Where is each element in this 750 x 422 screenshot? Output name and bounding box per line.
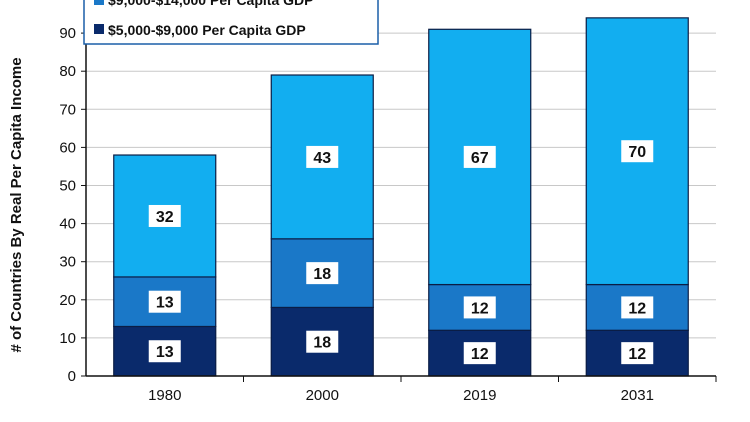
bars: 13 13 32 18 18 43 12 12 67 12 12 70 xyxy=(113,17,689,377)
x-tick-label: 2031 xyxy=(621,387,654,404)
y-tick-label: 30 xyxy=(59,254,76,271)
data-label: 67 xyxy=(471,150,489,167)
data-label-box xyxy=(306,330,339,353)
data-label: 18 xyxy=(313,266,331,283)
data-label: 12 xyxy=(471,346,489,363)
y-tick-label: 10 xyxy=(59,330,76,347)
data-label-box xyxy=(148,290,181,313)
x-tick-label: 2000 xyxy=(306,387,339,404)
legend: $9,000-$14,000 Per Capita GDP $5,000-$9,… xyxy=(83,0,379,45)
data-label: 12 xyxy=(628,346,646,363)
data-label-box xyxy=(306,262,339,285)
y-tick-label: 50 xyxy=(59,178,76,195)
y-tick-label: 60 xyxy=(59,139,76,156)
y-tick-label: 0 xyxy=(68,368,76,385)
data-label: 13 xyxy=(156,344,174,361)
data-label: 18 xyxy=(313,335,331,352)
legend-box xyxy=(83,0,379,45)
data-label-box xyxy=(621,140,654,163)
x-tick-label: 1980 xyxy=(148,387,181,404)
data-label-box xyxy=(621,296,654,319)
y-tick-label: 80 xyxy=(59,63,76,80)
y-tick-label: 100 xyxy=(51,0,76,4)
data-label: 32 xyxy=(156,209,174,226)
data-label: 43 xyxy=(313,150,331,167)
legend-swatch-5000-9000 xyxy=(94,24,104,34)
data-label: 12 xyxy=(628,300,646,317)
legend-label-5000-9000: $5,000-$9,000 Per Capita GDP xyxy=(108,22,306,38)
x-tick-labels: 1980 2000 2019 2031 xyxy=(148,387,654,404)
legend-label-9000-14000: $9,000-$14,000 Per Capita GDP xyxy=(108,0,313,8)
y-tick-label: 90 xyxy=(59,25,76,42)
data-label: 70 xyxy=(628,144,646,161)
data-label-box xyxy=(148,204,181,227)
data-label: 13 xyxy=(156,295,174,312)
data-label-box xyxy=(463,145,496,168)
legend-swatch-9000-14000 xyxy=(94,0,104,5)
bar-segment xyxy=(270,74,374,240)
data-label-box xyxy=(621,342,654,365)
x-tick-label: 2019 xyxy=(463,387,496,404)
y-tick-label: 20 xyxy=(59,292,76,309)
data-label: 12 xyxy=(471,300,489,317)
data-label-box xyxy=(463,342,496,365)
y-tick-label: 40 xyxy=(59,216,76,233)
data-label-box xyxy=(463,296,496,319)
data-label-box xyxy=(148,340,181,363)
y-axis-label: # of Countries By Real Per Capita Income xyxy=(8,57,25,352)
data-label-box xyxy=(306,145,339,168)
y-tick-label: 70 xyxy=(59,101,76,118)
bar-segment xyxy=(113,325,217,377)
y-tick-labels: 0 10 20 30 40 50 60 70 80 90 100 xyxy=(51,0,76,385)
axes xyxy=(81,0,717,382)
